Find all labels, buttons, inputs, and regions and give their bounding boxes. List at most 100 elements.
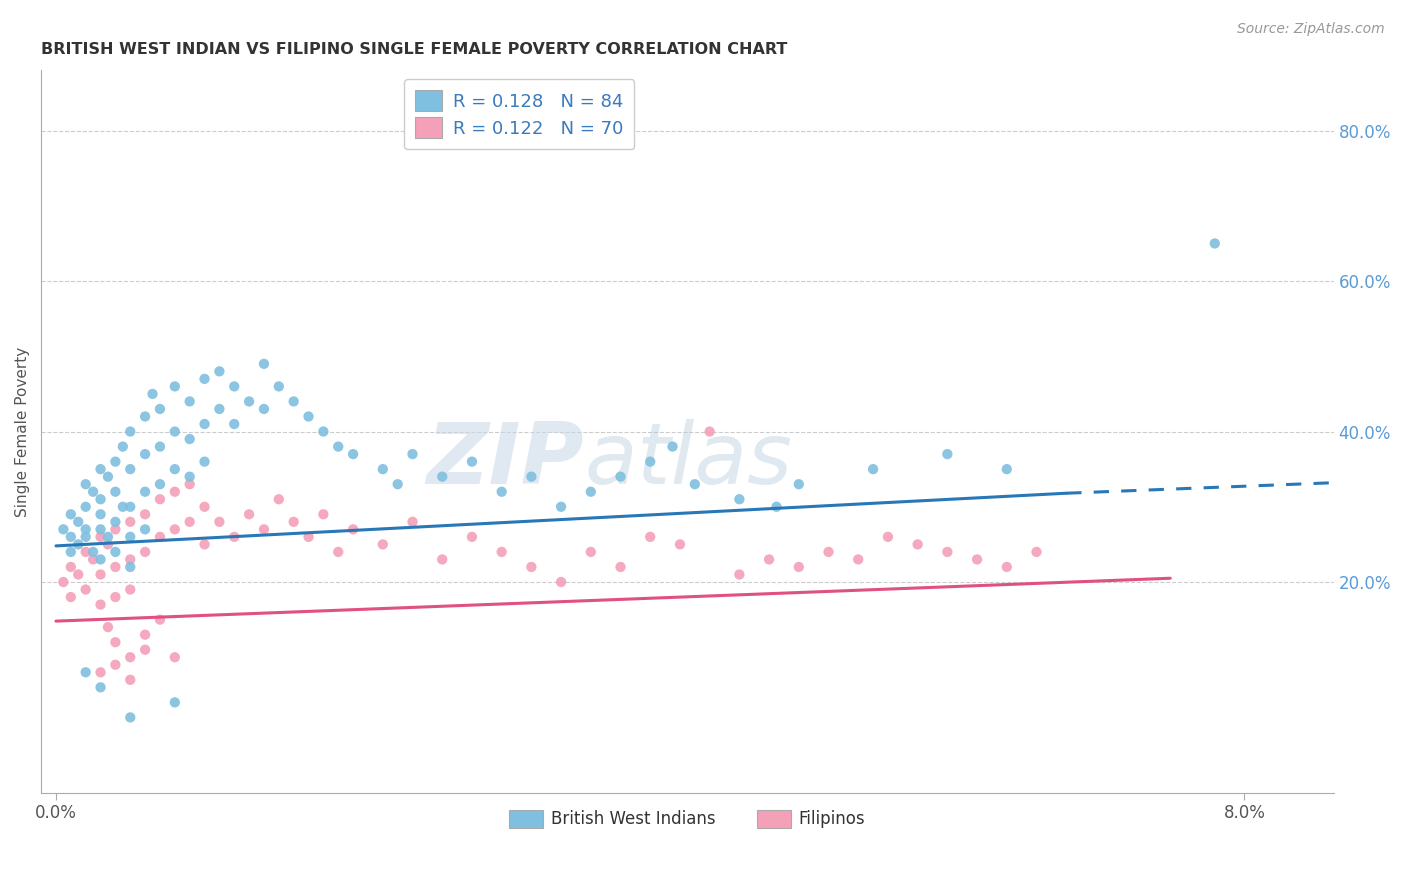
Point [75,500,97,514]
Point [224,417,246,431]
Point [67,515,90,529]
Point [312,425,335,439]
Point [371,462,394,476]
Point [134,642,156,657]
Point [104,560,127,574]
Point [67,567,90,582]
Point [862,462,884,476]
Point [120,425,142,439]
Point [328,545,350,559]
Point [491,545,513,559]
Point [297,530,319,544]
Point [224,530,246,544]
Point [401,447,423,461]
Point [432,469,454,483]
Point [609,560,631,574]
Point [283,394,305,409]
Point [787,560,810,574]
Point [52,522,75,536]
Point [97,530,120,544]
Point [163,650,186,665]
Point [67,537,90,551]
Point [149,613,172,627]
Point [193,417,215,431]
Point [90,552,112,566]
Point [936,545,959,559]
Legend: British West Indians, Filipinos: British West Indians, Filipinos [502,803,872,835]
Point [787,477,810,491]
Point [134,522,156,536]
Point [238,508,260,522]
Point [90,665,112,680]
Point [371,537,394,551]
Point [120,710,142,724]
Point [120,650,142,665]
Point [59,545,82,559]
Point [208,401,231,416]
Point [609,469,631,483]
Point [163,425,186,439]
Point [179,477,201,491]
Point [134,628,156,642]
Point [134,508,156,522]
Point [638,455,661,469]
Point [253,401,276,416]
Point [267,379,290,393]
Point [59,530,82,544]
Point [111,440,134,454]
Point [120,500,142,514]
Point [97,537,120,551]
Point [97,620,120,634]
Point [579,545,602,559]
Point [75,530,97,544]
Point [224,379,246,393]
Point [90,462,112,476]
Text: Source: ZipAtlas.com: Source: ZipAtlas.com [1237,22,1385,37]
Point [59,560,82,574]
Point [90,522,112,536]
Point [238,394,260,409]
Point [75,545,97,559]
Point [90,508,112,522]
Point [208,515,231,529]
Point [97,469,120,483]
Point [75,582,97,597]
Point [104,545,127,559]
Point [134,545,156,559]
Point [149,530,172,544]
Point [90,598,112,612]
Point [638,530,661,544]
Point [520,560,543,574]
Point [134,447,156,461]
Point [163,522,186,536]
Point [193,372,215,386]
Point [728,567,751,582]
Point [550,500,572,514]
Y-axis label: Single Female Poverty: Single Female Poverty [15,346,30,516]
Point [120,582,142,597]
Point [179,432,201,446]
Point [134,484,156,499]
Point [120,552,142,566]
Point [134,409,156,424]
Point [149,440,172,454]
Point [120,462,142,476]
Point [342,522,364,536]
Text: ZIP: ZIP [426,419,583,502]
Point [728,492,751,507]
Point [193,537,215,551]
Point [59,508,82,522]
Point [253,522,276,536]
Point [163,379,186,393]
Point [179,515,201,529]
Point [163,695,186,709]
Point [75,522,97,536]
Point [82,484,104,499]
Point [120,515,142,529]
Point [846,552,869,566]
Point [104,522,127,536]
Point [75,665,97,680]
Point [683,477,706,491]
Point [579,484,602,499]
Point [1025,545,1047,559]
